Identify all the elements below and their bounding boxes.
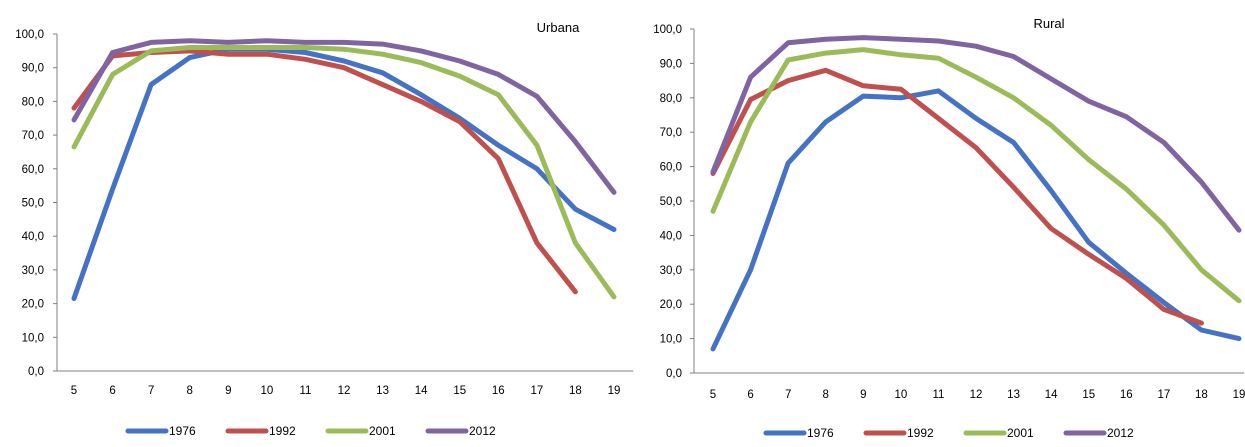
x-tick-label: 7: [785, 389, 791, 401]
y-tick-label: 90,0: [22, 63, 44, 75]
legend-label-2012: 2012: [469, 424, 496, 438]
y-tick-label: 40,0: [660, 230, 682, 242]
x-tick-label: 15: [1082, 389, 1095, 401]
chart-title: Urbana: [537, 20, 580, 35]
y-tick-label: 10,0: [660, 334, 682, 346]
legend-label-1992: 1992: [907, 426, 934, 440]
x-tick-label: 9: [860, 389, 866, 401]
series-line-2012: [71, 38, 617, 195]
y-tick-label: 100,0: [653, 24, 682, 36]
y-tick-label: 100,0: [15, 29, 44, 41]
x-tick-label: 11: [932, 389, 944, 401]
legend-label-1976: 1976: [169, 424, 196, 438]
y-tick-label: 20,0: [22, 299, 44, 311]
x-tick-label: 19: [608, 385, 621, 397]
x-tick-label: 16: [1120, 389, 1133, 401]
x-tick-label: 19: [1233, 389, 1245, 401]
y-tick-label: 60,0: [660, 162, 682, 174]
x-tick-label: 18: [569, 385, 582, 397]
x-tick-label: 8: [823, 389, 829, 401]
y-tick-label: 20,0: [660, 299, 682, 311]
x-tick-label: 12: [338, 385, 351, 397]
x-tick-label: 9: [225, 385, 231, 397]
x-tick-label: 14: [415, 385, 428, 397]
x-tick-label: 6: [109, 385, 115, 397]
x-tick-label: 13: [376, 385, 389, 397]
x-tick-label: 5: [710, 389, 716, 401]
y-tick-label: 0,0: [28, 366, 44, 378]
series-line-2012: [710, 35, 1242, 233]
legend-label-1992: 1992: [269, 424, 296, 438]
y-tick-label: 90,0: [660, 58, 682, 70]
x-tick-label: 5: [71, 385, 77, 397]
series-line-2001: [710, 47, 1242, 304]
x-tick-label: 13: [1007, 389, 1020, 401]
legend-label-2001: 2001: [369, 424, 396, 438]
x-tick-label: 12: [970, 389, 983, 401]
legend-label-1976: 1976: [807, 426, 834, 440]
series-line-2001: [71, 45, 617, 300]
series-line-1976: [710, 88, 1242, 352]
x-tick-label: 6: [747, 389, 753, 401]
y-tick-label: 0,0: [666, 368, 682, 380]
chart-title: Rural: [1033, 16, 1064, 31]
x-tick-label: 10: [260, 385, 273, 397]
x-tick-label: 8: [187, 385, 193, 397]
x-tick-label: 14: [1045, 389, 1058, 401]
y-tick-label: 30,0: [660, 265, 682, 277]
legend-label-2001: 2001: [1007, 426, 1034, 440]
series-line-1992: [710, 67, 1204, 326]
x-tick-label: 17: [1157, 389, 1170, 401]
x-tick-label: 17: [530, 385, 543, 397]
y-tick-label: 50,0: [22, 198, 44, 210]
y-tick-label: 80,0: [660, 93, 682, 105]
y-tick-label: 30,0: [22, 265, 44, 277]
y-tick-label: 40,0: [22, 231, 44, 243]
x-tick-label: 15: [453, 385, 466, 397]
x-tick-label: 16: [492, 385, 505, 397]
legend-label-2012: 2012: [1107, 426, 1134, 440]
x-tick-label: 11: [299, 385, 311, 397]
y-tick-label: 70,0: [660, 127, 682, 139]
x-tick-label: 18: [1195, 389, 1208, 401]
x-tick-label: 10: [894, 389, 907, 401]
y-tick-label: 80,0: [22, 96, 44, 108]
x-tick-label: 7: [148, 385, 154, 397]
y-tick-label: 60,0: [22, 164, 44, 176]
y-tick-label: 70,0: [22, 130, 44, 142]
y-tick-label: 10,0: [22, 332, 44, 344]
y-tick-label: 50,0: [660, 196, 682, 208]
series-line-1976: [71, 46, 617, 301]
